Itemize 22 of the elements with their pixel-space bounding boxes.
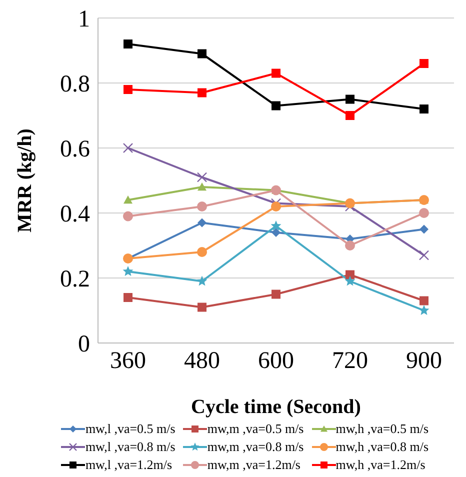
legend-label: mw,l ,va=0.5 m/s <box>85 421 176 437</box>
y-tick-label: 0.8 <box>60 72 90 98</box>
legend-label: mw,m ,va=0.8 m/s <box>207 439 304 455</box>
y-tick-label: 1 <box>78 6 90 33</box>
x-tick-label: 720 <box>332 348 368 374</box>
legend-label: mw,l ,va=0.8 m/s <box>85 439 176 455</box>
y-axis-title: MRR (kg/h) <box>14 128 36 232</box>
x-tick-label: 900 <box>406 348 442 374</box>
x-tick-label: 600 <box>258 348 294 374</box>
legend-label: mw,m ,va=1.2m/s <box>207 457 300 473</box>
y-tick-label: 0.2 <box>60 266 90 293</box>
legend-label: mw,l ,va=1.2m/s <box>85 457 172 473</box>
y-tick-label: 0.4 <box>60 202 90 228</box>
x-tick-label: 360 <box>110 348 146 374</box>
legend-label: mw,h ,va=1.2m/s <box>336 457 426 473</box>
x-tick-label: 480 <box>184 348 220 374</box>
legend-label: mw,h ,va=0.5 m/s <box>336 421 429 437</box>
legend-label: mw,m ,va=0.5 m/s <box>207 421 304 437</box>
y-tick-label: 0.6 <box>60 136 90 163</box>
x-axis-title: Cycle time (Second) <box>191 396 361 418</box>
legend-label: mw,h ,va=0.8 m/s <box>336 439 429 455</box>
y-tick-label: 0 <box>78 332 90 358</box>
